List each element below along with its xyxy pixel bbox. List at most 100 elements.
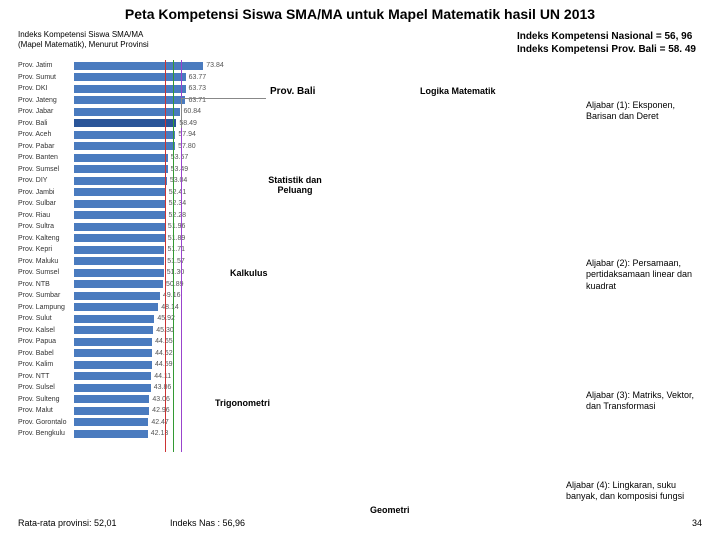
bar: [74, 303, 158, 311]
bar-wrap: 43.06: [74, 395, 218, 403]
province-label: Prov. Pabar: [18, 143, 74, 150]
bar-wrap: 51.57: [74, 257, 218, 265]
bar-wrap: 57.94: [74, 131, 218, 139]
table-row: Prov. Jatim73.84: [18, 60, 218, 71]
ann-prov-bali: Prov. Bali: [270, 86, 315, 97]
bar: [74, 349, 152, 357]
ann-trigonometri: Trigonometri: [215, 398, 270, 408]
table-row: Prov. DKI63.73: [18, 83, 218, 94]
province-label: Prov. Sultra: [18, 223, 74, 230]
bar-value: 51.89: [168, 235, 186, 242]
bar-value: 51.96: [168, 223, 186, 230]
table-row: Prov. NTB50.89: [18, 279, 218, 290]
bar-wrap: 45.30: [74, 326, 218, 334]
bar-value: 43.06: [152, 396, 170, 403]
table-row: Prov. Jateng63.71: [18, 95, 218, 106]
bar-value: 44.59: [155, 361, 173, 368]
table-row: Prov. Pabar57.80: [18, 141, 218, 152]
bar-value: 42.47: [151, 419, 169, 426]
province-label: Prov. Maluku: [18, 258, 74, 265]
bar-wrap: 45.92: [74, 315, 218, 323]
table-row: Prov. Sulteng43.06: [18, 394, 218, 405]
bar-value: 51.57: [167, 258, 185, 265]
province-label: Prov. Bali: [18, 120, 74, 127]
table-row: Prov. Sumbar49.16: [18, 290, 218, 301]
bar-wrap: 58.49: [74, 119, 218, 127]
desc-aljabar-4: Aljabar (4): Lingkaran, suku banyak, dan…: [566, 480, 696, 503]
province-label: Prov. Malut: [18, 407, 74, 414]
table-row: Prov. Sumsel51.30: [18, 267, 218, 278]
ann-logika: Logika Matematik: [420, 86, 496, 96]
page-number: 34: [692, 518, 702, 528]
province-label: Prov. Aceh: [18, 131, 74, 138]
province-label: Prov. Jambi: [18, 189, 74, 196]
bar-wrap: 42.13: [74, 430, 218, 438]
bar-value: 44.11: [154, 373, 171, 380]
table-row: Prov. Lampung48.14: [18, 302, 218, 313]
bar-value: 73.84: [206, 62, 224, 69]
province-label: Prov. NTT: [18, 373, 74, 380]
province-label: Prov. Kalteng: [18, 235, 74, 242]
table-row: Prov. Sulbar52.34: [18, 198, 218, 209]
bar-wrap: 51.30: [74, 269, 218, 277]
table-row: Prov. Papua44.65: [18, 336, 218, 347]
bar: [74, 418, 148, 426]
bar: [74, 269, 164, 277]
reference-line: [173, 60, 174, 452]
bar-wrap: 53.57: [74, 154, 218, 162]
desc-aljabar-1: Aljabar (1): Eksponen, Barisan dan Deret: [586, 100, 696, 123]
bar-value: 42.96: [152, 407, 170, 414]
bar-wrap: 53.04: [74, 177, 218, 185]
bar: [74, 234, 165, 242]
table-row: Prov. Kepri51.71: [18, 244, 218, 255]
province-label: Prov. Sumbar: [18, 292, 74, 299]
bar: [74, 223, 165, 231]
footer-avg: Rata-rata provinsi: 52,01: [18, 518, 117, 528]
table-row: Prov. Bali58.49: [18, 118, 218, 129]
bar-value: 52.41: [169, 189, 187, 196]
province-label: Prov. Sumsel: [18, 269, 74, 276]
bar-wrap: 63.77: [74, 73, 218, 81]
bar: [74, 257, 164, 265]
ann-kalkulus: Kalkulus: [230, 268, 268, 278]
bar: [74, 280, 163, 288]
bar-wrap: 44.65: [74, 338, 218, 346]
bar-wrap: 44.62: [74, 349, 218, 357]
table-row: Prov. Aceh57.94: [18, 129, 218, 140]
bar-wrap: 49.16: [74, 292, 218, 300]
bar: [74, 292, 160, 300]
bar: [74, 315, 154, 323]
ann-geometri: Geometri: [370, 505, 410, 515]
idx-bali: Indeks Kompetensi Prov. Bali = 58. 49: [517, 43, 696, 56]
bar-value: 52.28: [168, 212, 186, 219]
bar-wrap: 52.28: [74, 211, 218, 219]
bar: [74, 372, 151, 380]
bar-value: 48.14: [161, 304, 179, 311]
bar: [74, 200, 166, 208]
province-label: Prov. Sulut: [18, 315, 74, 322]
bar: [74, 96, 185, 104]
bar-value: 43.86: [154, 384, 172, 391]
table-row: Prov. DIY53.04: [18, 175, 218, 186]
bar-wrap: 73.84: [74, 62, 224, 70]
bar-wrap: 60.84: [74, 108, 218, 116]
bar-value: 44.65: [155, 338, 173, 345]
bar-wrap: 63.73: [74, 85, 218, 93]
province-label: Prov. Babel: [18, 350, 74, 357]
bar: [74, 131, 175, 139]
subtitle-line2: (Mapel Matematik), Menurut Provinsi: [18, 40, 149, 50]
bar: [74, 62, 203, 70]
bar-wrap: 44.59: [74, 361, 218, 369]
table-row: Prov. Bengkulu42.13: [18, 428, 218, 439]
bar-wrap: 51.96: [74, 223, 218, 231]
bar-wrap: 51.71: [74, 246, 218, 254]
province-label: Prov. Bengkulu: [18, 430, 74, 437]
idx-national: Indeks Kompetensi Nasional = 56, 96: [517, 30, 696, 43]
province-bar-chart: Prov. Jatim73.84Prov. Sumut63.77Prov. DK…: [18, 60, 218, 440]
desc-aljabar-3: Aljabar (3): Matriks, Vektor, dan Transf…: [586, 390, 696, 413]
bar: [74, 246, 164, 254]
table-row: Prov. Sumsel53.49: [18, 164, 218, 175]
table-row: Prov. NTT 44.11: [18, 371, 218, 382]
province-label: Prov. Sulsel: [18, 384, 74, 391]
table-row: Prov. Gorontalo42.47: [18, 417, 218, 428]
